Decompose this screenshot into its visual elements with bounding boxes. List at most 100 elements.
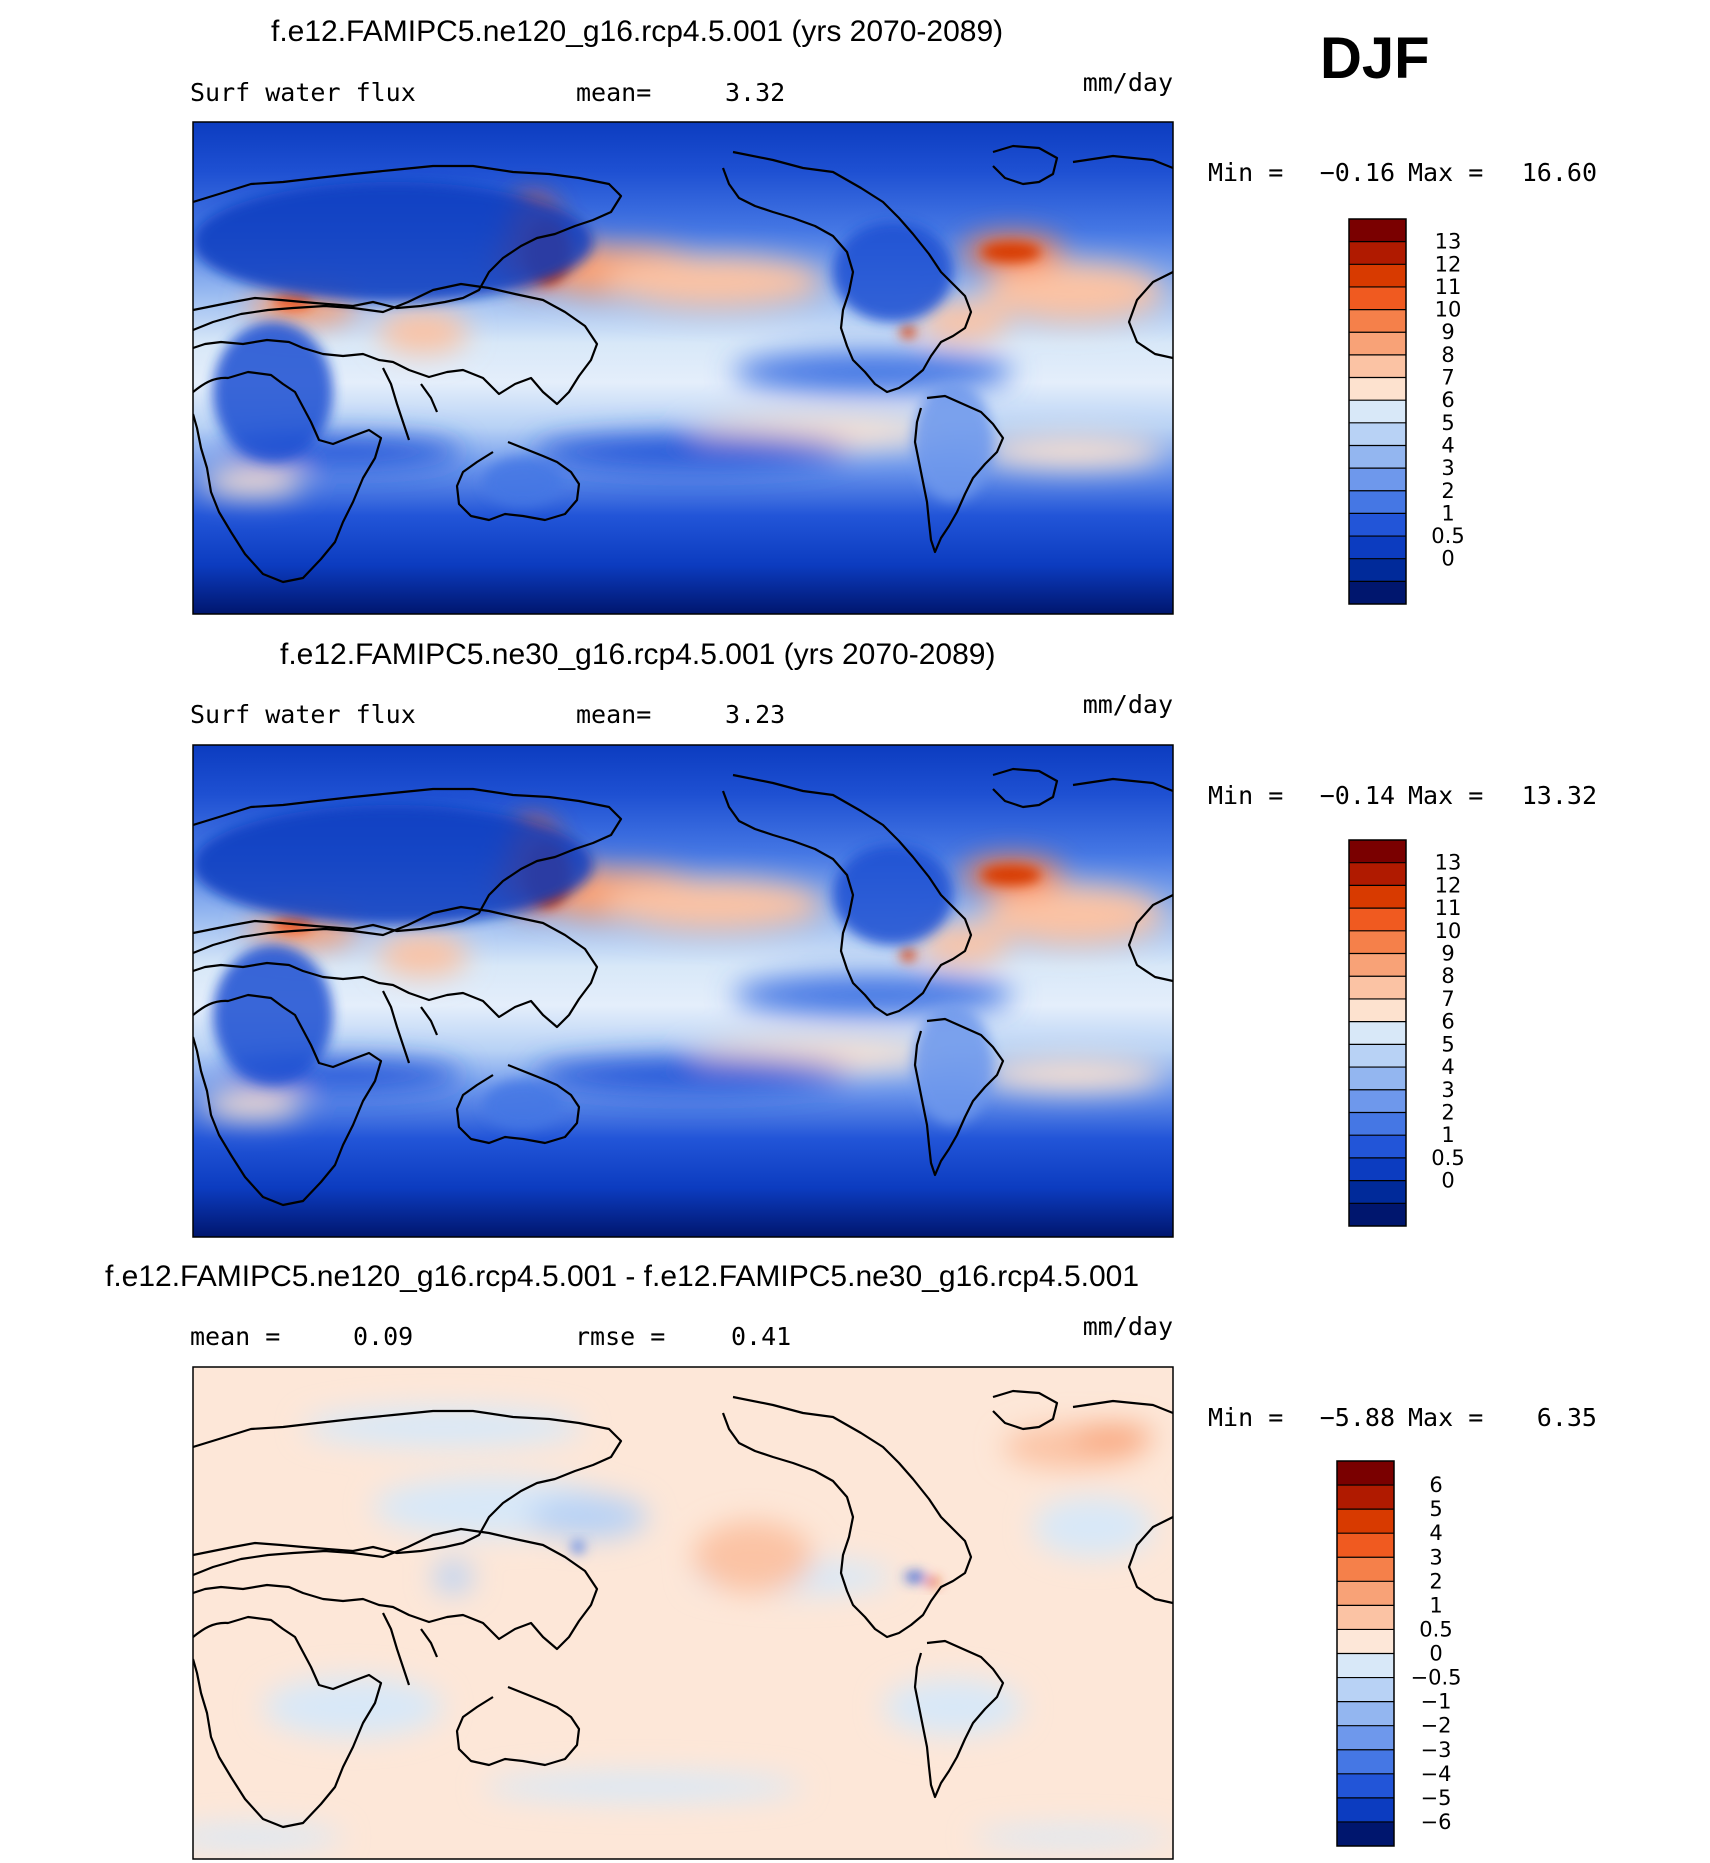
colorbar-swatch — [1349, 1180, 1406, 1204]
colorbar-swatch — [1337, 1629, 1394, 1654]
min-label: Min = — [1208, 781, 1283, 810]
min-label: Min = — [1208, 1403, 1283, 1432]
colorbar-tick-label: 5 — [1429, 1497, 1442, 1521]
colorbar-tick-label: 0.5 — [1431, 524, 1464, 548]
min-value: −0.16 — [1320, 158, 1395, 187]
colorbar-tick-label: 2 — [1441, 1100, 1454, 1124]
colorbar-swatch — [1337, 1797, 1394, 1823]
min-value: −5.88 — [1320, 1403, 1395, 1432]
colorbar-swatch — [1349, 1021, 1406, 1045]
colorbar-tick-label: −3 — [1421, 1738, 1452, 1762]
max-value: 16.60 — [1522, 158, 1597, 187]
map-panel-1: f.e12.FAMIPC5.ne120_g16.rcp4.5.001 (yrs … — [190, 15, 1597, 615]
colorbar-swatch — [1349, 219, 1406, 243]
colorbar-tick-label: −1 — [1421, 1690, 1452, 1714]
colorbar-tick-label: 13 — [1435, 230, 1462, 254]
colorbar-swatch — [1349, 286, 1406, 310]
colorbar-tick-label: −6 — [1421, 1810, 1452, 1834]
colorbar-tick-label: 9 — [1441, 942, 1454, 966]
max-value: 13.32 — [1522, 781, 1597, 810]
colorbar-tick-label: 12 — [1435, 252, 1462, 276]
map-frame — [192, 1366, 1174, 1860]
colorbar-tick-label: 9 — [1441, 320, 1454, 344]
min-label: Min = — [1208, 158, 1283, 187]
variable-label: Surf water flux — [190, 78, 416, 107]
colorbar-tick-label: 7 — [1441, 366, 1454, 390]
mean-label: mean = — [190, 1322, 280, 1351]
map-panel-3: f.e12.FAMIPC5.ne120_g16.rcp4.5.001 - f.e… — [105, 1260, 1597, 1860]
colorbar-swatch — [1349, 490, 1406, 514]
panel-title: f.e12.FAMIPC5.ne30_g16.rcp4.5.001 (yrs 2… — [280, 638, 995, 671]
colorbar-swatch — [1349, 581, 1406, 605]
colorbar-tick-label: 3 — [1441, 1078, 1454, 1102]
colorbar-tick-label: 0 — [1429, 1642, 1442, 1666]
colorbar-swatch — [1337, 1557, 1394, 1582]
colorbar-swatch — [1349, 445, 1406, 469]
colorbar-swatch — [1337, 1749, 1394, 1775]
mean-value: 3.23 — [725, 700, 785, 729]
colorbar-swatch — [1349, 908, 1406, 932]
colorbar-swatch — [1337, 1533, 1394, 1558]
colorbar-tick-label: −2 — [1421, 1714, 1452, 1738]
colorbar-swatch — [1337, 1509, 1394, 1534]
colorbar-tick-label: 1 — [1441, 1123, 1454, 1147]
colorbar-tick-label: 13 — [1435, 851, 1462, 875]
colorbar-tick-label: 6 — [1441, 1010, 1454, 1034]
map-panel-2: f.e12.FAMIPC5.ne30_g16.rcp4.5.001 (yrs 2… — [190, 638, 1597, 1238]
max-label: Max = — [1408, 781, 1483, 810]
colorbar-swatch — [1337, 1701, 1394, 1727]
colorbar-swatch — [1349, 1203, 1406, 1227]
colorbar-tick-label: 5 — [1441, 1032, 1454, 1056]
units-label: mm/day — [1083, 690, 1173, 719]
colorbar-swatch — [1349, 468, 1406, 492]
colorbar-tick-label: 0.5 — [1419, 1617, 1452, 1641]
colorbar-tick-label: 12 — [1435, 873, 1462, 897]
min-value: −0.14 — [1320, 781, 1395, 810]
colorbar-swatch — [1349, 1089, 1406, 1113]
colorbar-swatch — [1337, 1653, 1394, 1678]
map-field — [193, 122, 1173, 614]
colorbar-swatch — [1337, 1461, 1394, 1486]
season-label: DJF — [1320, 26, 1430, 91]
colorbar-tick-label: 4 — [1441, 1055, 1454, 1079]
colorbar-swatch — [1349, 1067, 1406, 1091]
colorbar-swatch — [1349, 513, 1406, 537]
colorbar-tick-label: 4 — [1441, 433, 1454, 457]
mean-value: 0.09 — [353, 1322, 413, 1351]
colorbar-swatch — [1349, 885, 1406, 909]
colorbar-swatch — [1349, 1112, 1406, 1136]
colorbar-swatch — [1349, 241, 1406, 265]
max-label: Max = — [1408, 158, 1483, 187]
colorbar-tick-label: 7 — [1441, 987, 1454, 1011]
units-label: mm/day — [1083, 1312, 1173, 1341]
colorbar-swatch — [1349, 998, 1406, 1023]
colorbar-tick-label: 3 — [1429, 1545, 1442, 1569]
colorbar-swatch — [1337, 1821, 1394, 1847]
colorbar-tick-label: −4 — [1421, 1762, 1452, 1786]
colorbar-tick-label: 11 — [1435, 896, 1462, 920]
colorbar-swatch — [1349, 422, 1406, 446]
colorbar-tick-label: 0 — [1441, 1169, 1454, 1193]
colorbar-swatch — [1349, 840, 1406, 864]
colorbar-tick-label: 4 — [1429, 1521, 1442, 1545]
colorbar-tick-label: 10 — [1435, 919, 1462, 943]
map-frame — [192, 744, 1174, 1238]
colorbar-swatch — [1349, 377, 1406, 401]
colorbar-swatch — [1349, 1044, 1406, 1068]
colorbar-swatch — [1349, 976, 1406, 1000]
map-field — [193, 745, 1173, 1237]
colorbar-tick-label: −5 — [1421, 1786, 1452, 1810]
panel-title: f.e12.FAMIPC5.ne120_g16.rcp4.5.001 - f.e… — [105, 1260, 1139, 1293]
colorbar-swatch — [1349, 953, 1406, 977]
colorbar-tick-label: 8 — [1441, 343, 1454, 367]
colorbar-tick-label: 6 — [1441, 388, 1454, 412]
map-field — [193, 1367, 1173, 1859]
rmse-label: rmse = — [575, 1322, 665, 1351]
colorbar-swatch — [1337, 1581, 1394, 1606]
colorbar-tick-label: 0 — [1441, 547, 1454, 571]
colorbar-swatch — [1349, 1135, 1406, 1159]
